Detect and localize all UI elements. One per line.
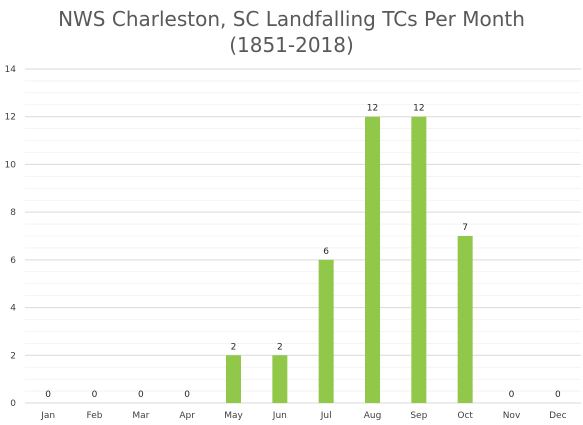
x-tick-label: Aug [364, 411, 382, 421]
x-tick-label: Nov [503, 411, 521, 421]
data-label: 0 [509, 390, 515, 400]
x-tick-label: Jan [40, 411, 55, 421]
x-tick-label: Sep [410, 411, 427, 421]
x-tick-label: Apr [179, 411, 195, 421]
chart-title-line-2: (1851-2018) [229, 33, 354, 57]
y-tick-label: 0 [10, 399, 16, 409]
data-label: 12 [413, 104, 424, 114]
bar [226, 355, 241, 403]
data-label: 0 [138, 390, 144, 400]
x-tick-label: Oct [457, 411, 473, 421]
data-label: 12 [367, 104, 378, 114]
data-label: 2 [277, 342, 283, 352]
y-tick-label: 12 [5, 113, 16, 123]
data-label: 6 [323, 247, 329, 257]
x-tick-label: Jun [272, 411, 287, 421]
bar [457, 236, 473, 403]
bar [272, 355, 288, 403]
chart-title: NWS Charleston, SC Landfalling TCs Per M… [0, 6, 583, 58]
data-label: 0 [92, 390, 98, 400]
data-label: 0 [45, 390, 51, 400]
data-label: 0 [184, 390, 190, 400]
data-label: 0 [555, 390, 561, 400]
data-label: 7 [462, 223, 468, 233]
x-tick-label: Mar [132, 411, 149, 421]
y-tick-label: 6 [10, 256, 16, 266]
x-tick-label: Jul [320, 411, 332, 421]
x-tick-label: Dec [549, 411, 566, 421]
data-label: 2 [231, 342, 237, 352]
y-tick-label: 10 [5, 160, 17, 170]
y-tick-label: 4 [10, 304, 16, 314]
y-tick-label: 14 [5, 65, 17, 75]
chart-title-line-1: NWS Charleston, SC Landfalling TCs Per M… [58, 7, 525, 31]
bar [365, 116, 380, 403]
x-tick-label: May [224, 411, 243, 421]
bar [411, 116, 427, 403]
bar [318, 259, 334, 403]
x-tick-label: Feb [87, 411, 103, 421]
y-tick-label: 8 [10, 208, 16, 218]
y-tick-label: 2 [10, 351, 16, 361]
